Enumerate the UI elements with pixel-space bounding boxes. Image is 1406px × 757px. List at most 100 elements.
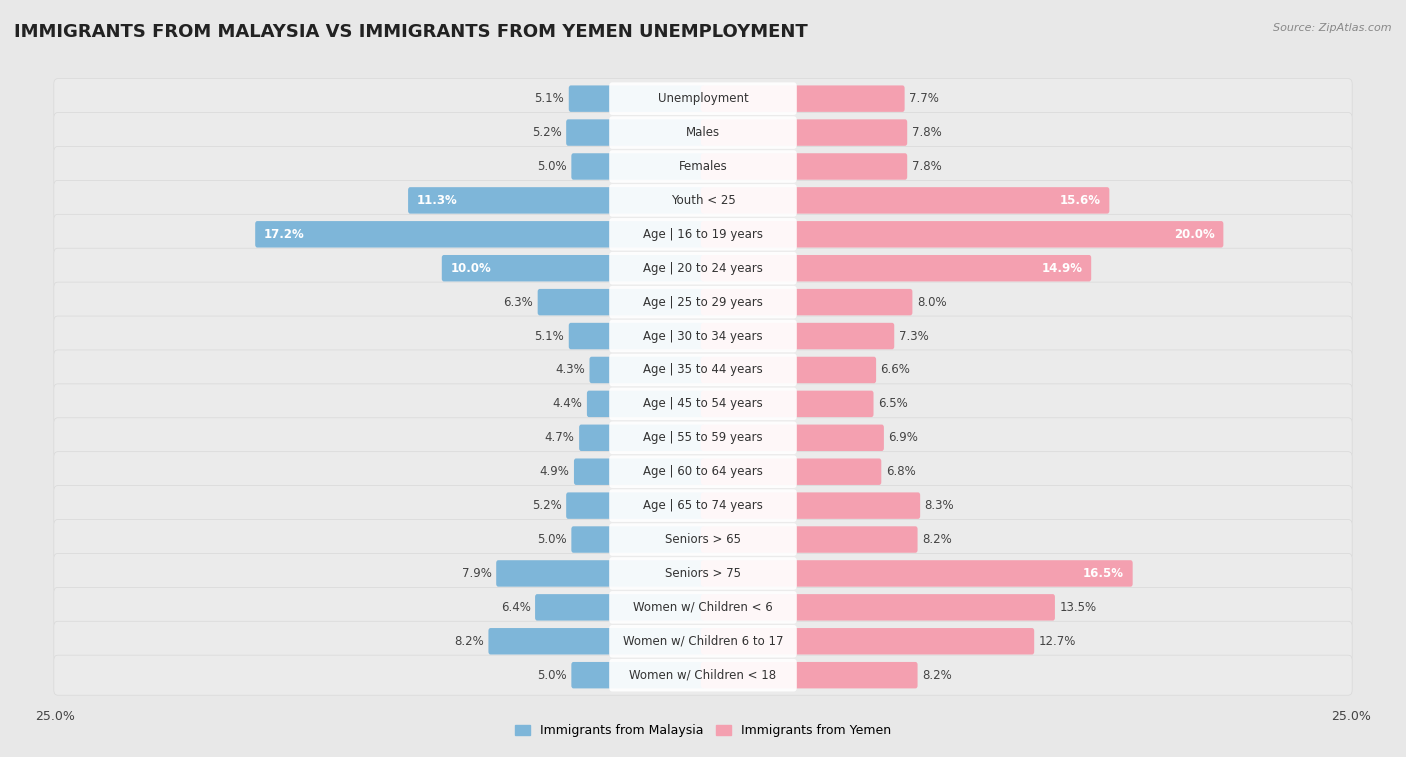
FancyBboxPatch shape xyxy=(53,282,1353,322)
Text: Women w/ Children < 6: Women w/ Children < 6 xyxy=(633,601,773,614)
FancyBboxPatch shape xyxy=(702,322,894,349)
Text: 5.0%: 5.0% xyxy=(537,160,567,173)
Text: 14.9%: 14.9% xyxy=(1042,262,1083,275)
FancyBboxPatch shape xyxy=(702,662,918,688)
Text: 20.0%: 20.0% xyxy=(1174,228,1215,241)
FancyBboxPatch shape xyxy=(702,187,1109,213)
FancyBboxPatch shape xyxy=(702,628,1035,655)
FancyBboxPatch shape xyxy=(536,594,704,621)
Text: Age | 55 to 59 years: Age | 55 to 59 years xyxy=(643,431,763,444)
Text: 4.4%: 4.4% xyxy=(553,397,582,410)
Text: 13.5%: 13.5% xyxy=(1059,601,1097,614)
Text: Source: ZipAtlas.com: Source: ZipAtlas.com xyxy=(1274,23,1392,33)
Text: Age | 35 to 44 years: Age | 35 to 44 years xyxy=(643,363,763,376)
FancyBboxPatch shape xyxy=(609,557,797,590)
FancyBboxPatch shape xyxy=(53,519,1353,559)
FancyBboxPatch shape xyxy=(586,391,704,417)
FancyBboxPatch shape xyxy=(574,459,704,485)
FancyBboxPatch shape xyxy=(537,289,704,316)
Text: 12.7%: 12.7% xyxy=(1039,635,1076,648)
FancyBboxPatch shape xyxy=(702,526,918,553)
Text: 8.0%: 8.0% xyxy=(917,296,946,309)
FancyBboxPatch shape xyxy=(609,523,797,556)
FancyBboxPatch shape xyxy=(589,357,704,383)
FancyBboxPatch shape xyxy=(488,628,704,655)
Text: 6.6%: 6.6% xyxy=(880,363,911,376)
Text: 4.3%: 4.3% xyxy=(555,363,585,376)
Text: 8.2%: 8.2% xyxy=(922,668,952,682)
Text: Age | 20 to 24 years: Age | 20 to 24 years xyxy=(643,262,763,275)
FancyBboxPatch shape xyxy=(53,146,1353,186)
FancyBboxPatch shape xyxy=(441,255,704,282)
Text: 5.2%: 5.2% xyxy=(531,126,562,139)
Text: 5.1%: 5.1% xyxy=(534,329,564,343)
Text: 5.1%: 5.1% xyxy=(534,92,564,105)
Text: 5.2%: 5.2% xyxy=(531,499,562,512)
Text: 7.9%: 7.9% xyxy=(463,567,492,580)
FancyBboxPatch shape xyxy=(53,587,1353,628)
FancyBboxPatch shape xyxy=(53,79,1353,119)
FancyBboxPatch shape xyxy=(702,86,904,112)
FancyBboxPatch shape xyxy=(609,252,797,285)
FancyBboxPatch shape xyxy=(53,452,1353,492)
Text: 17.2%: 17.2% xyxy=(264,228,305,241)
Text: 7.8%: 7.8% xyxy=(911,126,942,139)
Text: 4.7%: 4.7% xyxy=(546,431,575,444)
Text: 5.0%: 5.0% xyxy=(537,533,567,546)
FancyBboxPatch shape xyxy=(579,425,704,451)
FancyBboxPatch shape xyxy=(702,120,907,146)
FancyBboxPatch shape xyxy=(609,117,797,149)
Text: Age | 16 to 19 years: Age | 16 to 19 years xyxy=(643,228,763,241)
FancyBboxPatch shape xyxy=(702,492,920,519)
FancyBboxPatch shape xyxy=(53,180,1353,220)
FancyBboxPatch shape xyxy=(569,322,704,349)
FancyBboxPatch shape xyxy=(53,655,1353,695)
Text: Women w/ Children 6 to 17: Women w/ Children 6 to 17 xyxy=(623,635,783,648)
Text: 6.5%: 6.5% xyxy=(877,397,908,410)
FancyBboxPatch shape xyxy=(702,391,873,417)
Text: Age | 60 to 64 years: Age | 60 to 64 years xyxy=(643,466,763,478)
FancyBboxPatch shape xyxy=(408,187,704,213)
FancyBboxPatch shape xyxy=(702,425,884,451)
FancyBboxPatch shape xyxy=(702,153,907,179)
FancyBboxPatch shape xyxy=(702,594,1054,621)
FancyBboxPatch shape xyxy=(609,150,797,182)
FancyBboxPatch shape xyxy=(567,492,704,519)
FancyBboxPatch shape xyxy=(609,456,797,488)
FancyBboxPatch shape xyxy=(702,459,882,485)
FancyBboxPatch shape xyxy=(53,113,1353,153)
FancyBboxPatch shape xyxy=(702,560,1133,587)
FancyBboxPatch shape xyxy=(53,553,1353,593)
Text: 8.2%: 8.2% xyxy=(922,533,952,546)
Text: Seniors > 75: Seniors > 75 xyxy=(665,567,741,580)
Text: 6.4%: 6.4% xyxy=(501,601,530,614)
FancyBboxPatch shape xyxy=(53,248,1353,288)
FancyBboxPatch shape xyxy=(53,384,1353,424)
Text: 6.3%: 6.3% xyxy=(503,296,533,309)
FancyBboxPatch shape xyxy=(571,526,704,553)
FancyBboxPatch shape xyxy=(567,120,704,146)
FancyBboxPatch shape xyxy=(53,485,1353,525)
FancyBboxPatch shape xyxy=(53,316,1353,356)
FancyBboxPatch shape xyxy=(609,489,797,522)
Text: Age | 30 to 34 years: Age | 30 to 34 years xyxy=(643,329,763,343)
Legend: Immigrants from Malaysia, Immigrants from Yemen: Immigrants from Malaysia, Immigrants fro… xyxy=(510,719,896,743)
FancyBboxPatch shape xyxy=(609,422,797,454)
Text: 4.9%: 4.9% xyxy=(540,466,569,478)
Text: 15.6%: 15.6% xyxy=(1060,194,1101,207)
Text: Women w/ Children < 18: Women w/ Children < 18 xyxy=(630,668,776,682)
Text: 6.8%: 6.8% xyxy=(886,466,915,478)
FancyBboxPatch shape xyxy=(571,153,704,179)
Text: 8.3%: 8.3% xyxy=(925,499,955,512)
Text: 6.9%: 6.9% xyxy=(889,431,918,444)
FancyBboxPatch shape xyxy=(609,286,797,319)
FancyBboxPatch shape xyxy=(53,418,1353,458)
Text: Age | 25 to 29 years: Age | 25 to 29 years xyxy=(643,296,763,309)
FancyBboxPatch shape xyxy=(609,184,797,217)
Text: Females: Females xyxy=(679,160,727,173)
Text: Age | 65 to 74 years: Age | 65 to 74 years xyxy=(643,499,763,512)
FancyBboxPatch shape xyxy=(702,289,912,316)
Text: 7.3%: 7.3% xyxy=(898,329,928,343)
FancyBboxPatch shape xyxy=(609,319,797,352)
Text: Males: Males xyxy=(686,126,720,139)
